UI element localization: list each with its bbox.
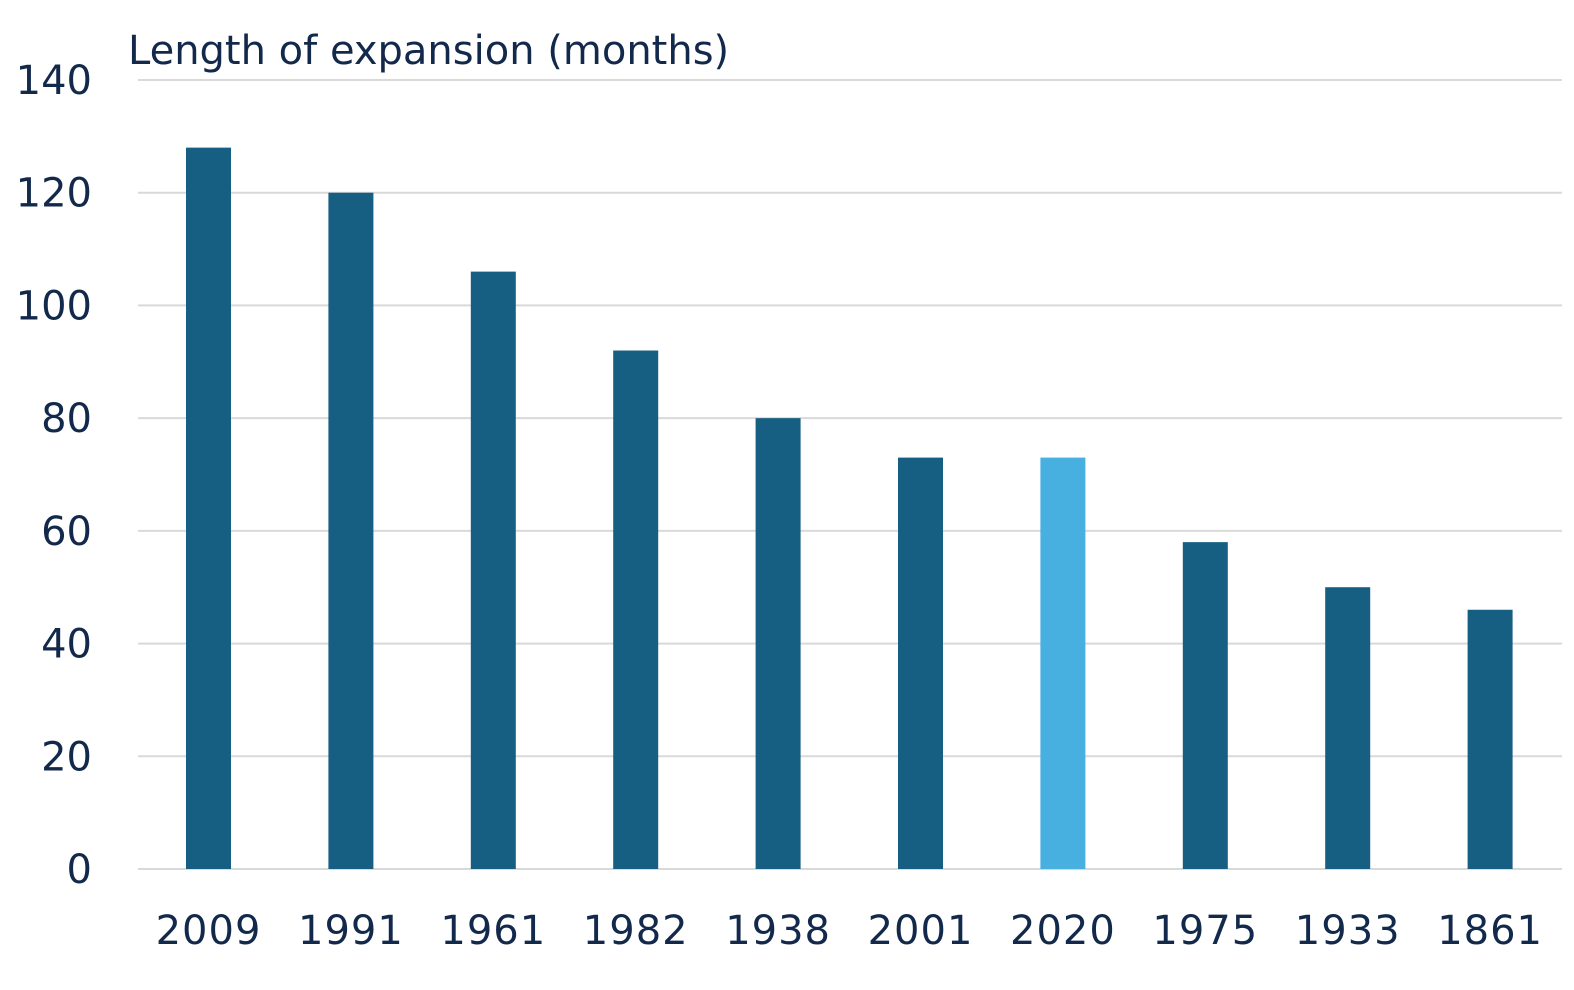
y-tick-label: 60 — [41, 509, 92, 555]
bar-1982 — [613, 350, 659, 869]
x-category-label-2020: 2020 — [1010, 908, 1116, 954]
x-category-label-2009: 2009 — [156, 908, 262, 954]
x-axis-categories: 2009 1991 1961 1982 1938 2001 2020 1975 1933 1861 — [156, 908, 1543, 954]
x-category-label-2001: 2001 — [868, 908, 974, 954]
y-tick-label: 100 — [16, 283, 92, 329]
x-category-label-1938: 1938 — [725, 908, 831, 954]
x-category-label-1933: 1933 — [1295, 908, 1401, 954]
y-tick-label: 0 — [67, 847, 92, 893]
x-category-label-1982: 1982 — [583, 908, 689, 954]
y-axis-label: Length of expansion (months) — [128, 28, 729, 74]
bar-1861 — [1467, 609, 1513, 869]
bar-1975 — [1182, 542, 1228, 869]
x-category-label-1861: 1861 — [1437, 908, 1543, 954]
y-tick-label: 20 — [41, 734, 92, 780]
bar-1938 — [755, 418, 801, 869]
y-tick-label: 140 — [16, 58, 92, 104]
bar-2020 — [1040, 457, 1086, 869]
x-category-label-1961: 1961 — [440, 908, 546, 954]
x-category-label-1975: 1975 — [1152, 908, 1258, 954]
bar-2001 — [898, 457, 943, 869]
bar-1961 — [470, 271, 516, 870]
y-tick-label: 120 — [16, 171, 92, 217]
y-tick-label: 80 — [41, 396, 92, 442]
bar-1933 — [1325, 587, 1371, 869]
y-axis-ticks: 0 20 40 60 80 100 120 140 — [16, 58, 92, 893]
y-tick-label: 40 — [41, 622, 92, 668]
gridlines — [138, 79, 1562, 870]
x-category-label-1991: 1991 — [298, 908, 404, 954]
bars — [186, 147, 1513, 870]
bar-1991 — [328, 192, 374, 869]
bar-2009 — [186, 147, 231, 870]
